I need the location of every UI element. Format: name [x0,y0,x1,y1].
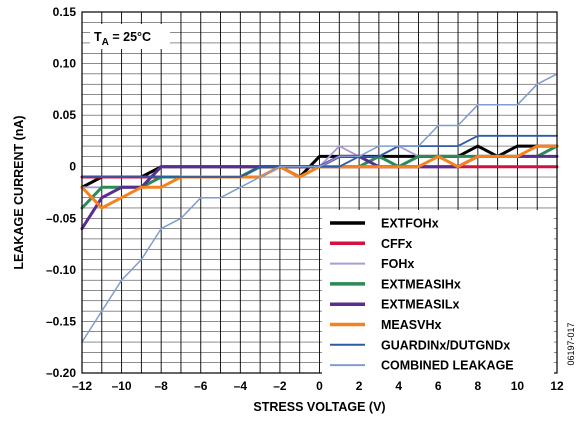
legend-label: COMBINED LEAKAGE [381,359,514,373]
y-tick-label: –0.15 [46,314,76,328]
legend-label: EXTMEASILx [381,298,460,312]
x-tick-label: 6 [435,379,442,393]
legend-background [322,210,554,378]
y-tick-label: –0.10 [46,263,76,277]
x-tick-label: 2 [356,379,363,393]
x-tick-label: 4 [395,379,402,393]
y-tick-label: 0.10 [53,57,77,71]
x-tick-label: –6 [194,379,208,393]
x-axis-title: STRESS VOLTAGE (V) [253,400,385,414]
legend-label: GUARDINx/DUTGNDx [381,338,510,352]
legend-label: CFFx [381,237,412,251]
x-tick-label: 0 [316,379,323,393]
y-tick-label: –0.05 [46,211,76,225]
legend: EXTFOHx CFFx FOHx EXTMEASIHx EXTMEASILx MEASV… [322,210,554,378]
legend-label: MEASVHx [381,318,441,332]
x-tick-label: –4 [234,379,248,393]
y-tick-label: 0.05 [53,108,77,122]
x-tick-label: –8 [154,379,168,393]
x-tick-label: 12 [550,379,564,393]
x-tick-label: –10 [112,379,132,393]
legend-label: EXTMEASIHx [381,277,461,291]
x-tick-label: 8 [474,379,481,393]
annotation-subscript: A [102,37,109,48]
y-tick-label: 0.15 [53,5,77,19]
x-tick-label: –12 [72,379,92,393]
y-tick-label: –0.20 [46,366,76,380]
legend-label: FOHx [381,257,414,271]
figure-id: 06197-017 [566,322,576,365]
y-tick-label: 0 [69,160,76,174]
legend-label: EXTFOHx [381,217,439,231]
x-tick-label: –2 [273,379,287,393]
annotation-value: = 25°C [109,30,151,44]
x-tick-label: 10 [511,379,525,393]
y-axis-title: LEAKAGE CURRENT (nA) [12,115,26,269]
